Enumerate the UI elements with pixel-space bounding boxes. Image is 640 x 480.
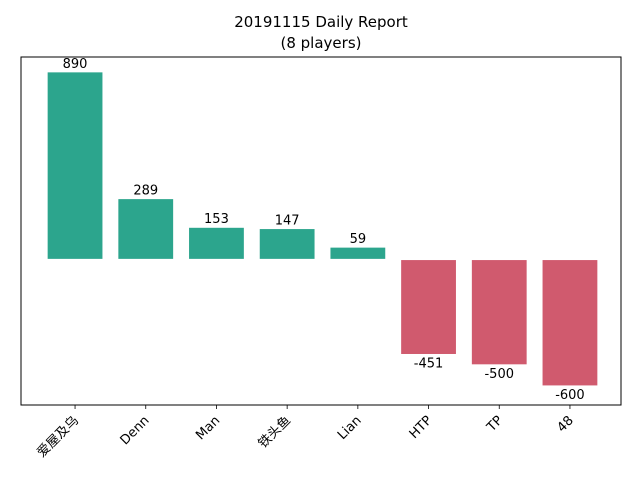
bar-3 xyxy=(187,226,246,261)
bar-5 xyxy=(329,246,387,261)
bar-4 xyxy=(258,227,316,261)
chart-title: 20191115 Daily Report xyxy=(234,13,408,31)
x-tick-label-lian: Lian xyxy=(335,413,365,443)
x-tick-label-item: 铁头鱼 xyxy=(255,413,294,452)
bar-8 xyxy=(541,258,599,387)
x-tick-label-man: Man xyxy=(193,413,223,443)
x-ticks-group: 爱屋及乌 Denn Man 铁头鱼 Lian HTP TP 48 xyxy=(34,405,577,461)
bar-value-label: 289 xyxy=(133,184,158,199)
bar-value-label: -500 xyxy=(484,367,514,382)
x-tick-label-htp: HTP xyxy=(407,413,436,442)
bar-7 xyxy=(470,258,528,366)
bar-value-label: -600 xyxy=(555,388,585,403)
bar-labels-group: 890 289 153 147 59 -451 -500 -600 xyxy=(63,57,585,403)
bar-value-label: 147 xyxy=(275,213,300,228)
plot-frame xyxy=(20,56,622,406)
x-tick-label-tp: TP xyxy=(484,413,507,436)
chart-subtitle: (8 players) xyxy=(281,34,362,52)
bar-value-label: 59 xyxy=(350,232,367,247)
bar-1 xyxy=(46,71,104,261)
bar-6 xyxy=(399,258,458,356)
bar-value-label: 153 xyxy=(204,212,229,227)
bar-value-label: 890 xyxy=(63,57,88,72)
bar-2 xyxy=(117,197,175,261)
bars-group xyxy=(46,71,599,387)
bar-value-label: -451 xyxy=(414,357,444,372)
x-tick-label-item: 爱屋及乌 xyxy=(34,413,82,461)
x-tick-label-48: 48 xyxy=(554,413,576,435)
x-tick-label-denn: Denn xyxy=(118,413,153,448)
